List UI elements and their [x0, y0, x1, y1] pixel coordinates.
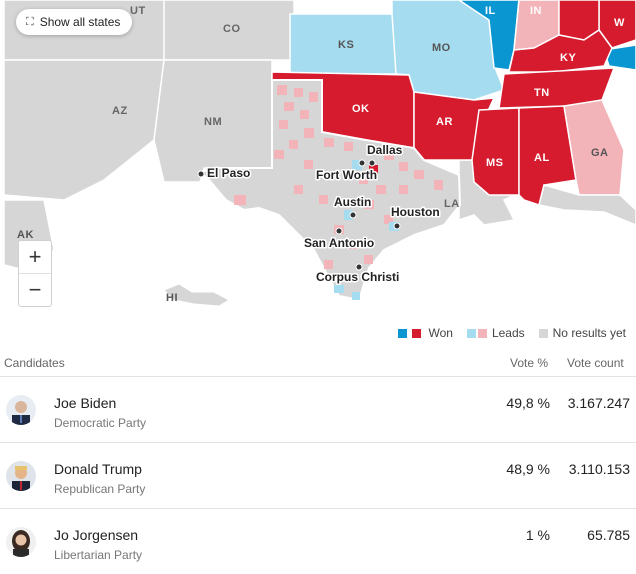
state-label-ok: OK [352, 103, 370, 115]
vote-count: 3.167.247 [567, 395, 630, 411]
map-legend: Won Leads No results yet [398, 326, 626, 340]
state-label-tn: TN [534, 87, 550, 99]
zoom-control: + − [18, 240, 52, 307]
state-label-hi: HI [166, 292, 178, 304]
state-label-ky: KY [560, 52, 576, 64]
no-results-swatch [538, 328, 548, 338]
state-label-ak: AK [17, 229, 34, 241]
vote-count: 3.110.153 [568, 461, 630, 477]
results-table-header: Candidates Vote % Vote count [0, 348, 636, 377]
state-label-nm: NM [204, 116, 222, 128]
candidate-name: Donald Trump [54, 461, 142, 477]
won-rep-swatch [412, 328, 422, 338]
vote-percent: 49,8 % [506, 395, 550, 411]
state-label-ks: KS [338, 39, 354, 51]
candidate-party: Republican Party [54, 482, 146, 496]
avatar-jorgensen [6, 527, 36, 557]
us-map-svg[interactable]: UT CO KS MO IL IN W KY AZ NM OK AR TN MS… [4, 0, 636, 322]
zoom-out-button[interactable]: − [28, 277, 42, 302]
city-label-fort-worth: Fort Worth [316, 168, 377, 182]
results-table: Candidates Vote % Vote count Joe Biden D… [0, 348, 636, 574]
expand-icon: ⛶ [26, 15, 34, 28]
election-map[interactable]: UT CO KS MO IL IN W KY AZ NM OK AR TN MS… [4, 0, 636, 322]
show-all-states-label: Show all states [39, 15, 121, 29]
city-label-houston: Houston [391, 205, 440, 219]
legend-no-results: No results yet [538, 326, 626, 340]
vote-count: 65.785 [587, 527, 630, 543]
city-label-dallas: Dallas [367, 143, 403, 157]
state-label-ms: MS [486, 157, 504, 169]
state-hi[interactable] [163, 283, 231, 307]
candidate-row-jorgensen[interactable]: Jo Jorgensen Libertarian Party 1 % 65.78… [0, 509, 636, 574]
header-vote-count: Vote count [567, 356, 624, 370]
city-label-san-antonio: San Antonio [304, 236, 374, 250]
candidate-party: Libertarian Party [54, 548, 143, 562]
city-label-corpus-christi: Corpus Christi [316, 270, 399, 284]
candidate-party: Democratic Party [54, 416, 147, 430]
county-patches [234, 85, 443, 300]
candidate-name: Joe Biden [54, 395, 117, 411]
state-tx[interactable] [197, 79, 462, 302]
city-label-el-paso: El Paso [207, 166, 250, 180]
header-vote-pct: Vote % [510, 356, 549, 370]
legend-no-results-label: No results yet [552, 326, 626, 340]
legend-leads: Leads [466, 326, 525, 340]
state-label-ut: UT [130, 5, 146, 17]
candidate-row-trump[interactable]: Donald Trump Republican Party 48,9 % 3.1… [0, 443, 636, 509]
avatar-biden [6, 395, 36, 425]
candidate-name: Jo Jorgensen [54, 527, 139, 543]
state-label-mo: MO [432, 42, 451, 54]
show-all-states-button[interactable]: ⛶ Show all states [16, 9, 133, 35]
city-markers [197, 159, 401, 271]
won-dem-swatch [398, 328, 408, 338]
state-label-w: W [614, 17, 625, 29]
state-label-il: IL [485, 5, 496, 17]
state-label-in: IN [530, 5, 542, 17]
state-label-ar: AR [436, 116, 453, 128]
legend-won-label: Won [428, 326, 453, 340]
zoom-in-button[interactable]: + [19, 241, 51, 274]
state-az[interactable] [4, 59, 165, 201]
state-label-ga: GA [591, 147, 609, 159]
state-label-al: AL [534, 152, 550, 164]
vote-percent: 1 % [525, 527, 550, 543]
avatar-trump [6, 461, 36, 491]
state-label-co: CO [223, 23, 241, 35]
state-ms[interactable] [471, 107, 520, 196]
state-va-edge[interactable] [603, 44, 636, 71]
state-fl-edge[interactable] [538, 184, 636, 226]
candidate-row-biden[interactable]: Joe Biden Democratic Party 49,8 % 3.167.… [0, 377, 636, 443]
header-candidates: Candidates [4, 356, 65, 370]
state-label-la: LA [444, 198, 460, 210]
state-label-az: AZ [112, 105, 128, 117]
vote-percent: 48,9 % [506, 461, 550, 477]
lead-dem-swatch [466, 328, 476, 338]
legend-leads-label: Leads [491, 326, 525, 340]
lead-rep-swatch [477, 328, 487, 338]
city-label-austin: Austin [334, 195, 371, 209]
